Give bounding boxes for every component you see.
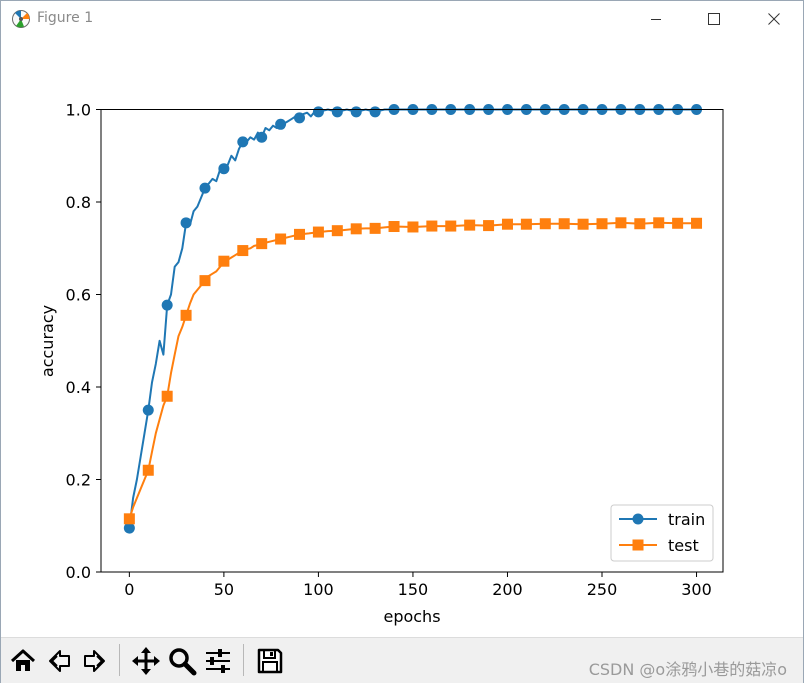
sliders-icon <box>206 649 230 673</box>
data-point-train <box>237 136 249 148</box>
x-tick-label: 50 <box>214 580 234 599</box>
legend-marker-train <box>632 513 644 525</box>
matplotlib-figure-icon <box>12 10 30 28</box>
data-point-test <box>161 390 173 402</box>
close-icon <box>768 13 780 25</box>
data-point-train <box>331 106 343 118</box>
x-tick-label: 300 <box>681 580 712 599</box>
data-point-train <box>180 217 192 229</box>
data-point-test <box>388 221 400 233</box>
data-point-test <box>691 217 703 229</box>
toolbar-separator <box>119 644 120 676</box>
y-tick-label: 0.6 <box>66 286 91 305</box>
data-point-train <box>275 118 287 130</box>
data-point-train <box>142 404 154 416</box>
pan-button[interactable] <box>128 643 164 679</box>
y-tick-label: 0.8 <box>66 193 91 212</box>
data-point-test <box>142 464 154 476</box>
data-point-test <box>294 228 306 240</box>
title-bar[interactable]: Figure 1 <box>1 1 803 37</box>
back-arrow-icon <box>49 650 70 672</box>
home-button[interactable] <box>5 643 41 679</box>
maximize-button[interactable] <box>685 1 743 37</box>
legend: train test <box>610 504 714 562</box>
data-point-test <box>483 220 495 232</box>
data-point-test <box>426 220 438 232</box>
axes-frame <box>100 109 724 573</box>
x-tick-label: 200 <box>492 580 523 599</box>
data-point-train <box>312 106 324 118</box>
home-icon <box>10 649 36 671</box>
data-point-test <box>501 218 513 230</box>
x-tick-label: 150 <box>398 580 429 599</box>
x-tick-label: 250 <box>587 580 618 599</box>
save-icon <box>257 648 283 674</box>
data-point-train <box>256 131 268 143</box>
line-chart: 0 50 100 150 200 250 300 0.0 0.2 0.4 0.6 0.8 1.0 epo… <box>1 37 803 637</box>
y-tick-label: 0.2 <box>66 471 91 490</box>
x-tick-label: 0 <box>124 580 134 599</box>
data-point-test <box>275 233 287 245</box>
data-point-test <box>464 219 476 231</box>
data-point-test <box>634 218 646 230</box>
legend-marker-test <box>632 539 644 551</box>
data-point-test <box>577 218 589 230</box>
minimize-button[interactable] <box>627 1 685 37</box>
subplots-button[interactable] <box>200 643 236 679</box>
data-point-train <box>294 112 306 124</box>
data-point-test <box>123 513 135 525</box>
data-point-train <box>161 299 173 311</box>
data-point-test <box>331 225 343 237</box>
data-point-test <box>256 238 268 250</box>
data-point-test <box>672 217 684 229</box>
data-point-test <box>653 217 665 229</box>
legend-label-train: train <box>668 510 705 529</box>
data-point-test <box>218 255 230 267</box>
data-point-train <box>369 106 381 118</box>
data-point-test <box>596 218 608 230</box>
zoom-icon <box>169 648 197 676</box>
navigation-toolbar: CSDN @o涂鸦小巷的菇凉o <box>1 637 803 683</box>
maximize-icon <box>708 13 720 25</box>
y-axis-label: accuracy <box>38 305 57 377</box>
data-point-test <box>615 217 627 229</box>
legend-label-test: test <box>668 536 699 555</box>
x-axis-label: epochs <box>383 607 440 626</box>
data-point-test <box>199 275 211 287</box>
data-point-test <box>312 226 324 238</box>
save-button[interactable] <box>252 643 288 679</box>
data-point-train <box>123 522 135 534</box>
data-point-train <box>350 106 362 118</box>
data-point-test <box>520 218 532 230</box>
toolbar-separator <box>243 644 244 676</box>
data-point-test <box>558 218 570 230</box>
data-point-test <box>180 309 192 321</box>
y-tick-label: 0.4 <box>66 378 91 397</box>
data-point-train <box>199 182 211 194</box>
data-point-test <box>350 223 362 235</box>
forward-button[interactable] <box>77 643 113 679</box>
zoom-button[interactable] <box>164 643 200 679</box>
move-icon <box>132 647 160 675</box>
y-tick-label: 0.0 <box>66 563 91 582</box>
minimize-icon <box>651 19 661 20</box>
figure-canvas[interactable]: 0 50 100 150 200 250 300 0.0 0.2 0.4 0.6 0.8 1.0 epo… <box>1 37 803 637</box>
forward-arrow-icon <box>84 650 105 672</box>
window-title: Figure 1 <box>37 10 94 26</box>
close-button[interactable] <box>745 1 803 37</box>
data-point-test <box>237 245 249 257</box>
y-tick-label: 1.0 <box>66 101 91 120</box>
data-point-test <box>407 221 419 233</box>
data-point-test <box>445 220 457 232</box>
x-tick-label: 100 <box>303 580 334 599</box>
data-point-test <box>539 218 551 230</box>
data-point-test <box>369 222 381 234</box>
watermark-text: CSDN @o涂鸦小巷的菇凉o <box>588 660 787 679</box>
back-button[interactable] <box>41 643 77 679</box>
data-point-train <box>218 163 230 175</box>
